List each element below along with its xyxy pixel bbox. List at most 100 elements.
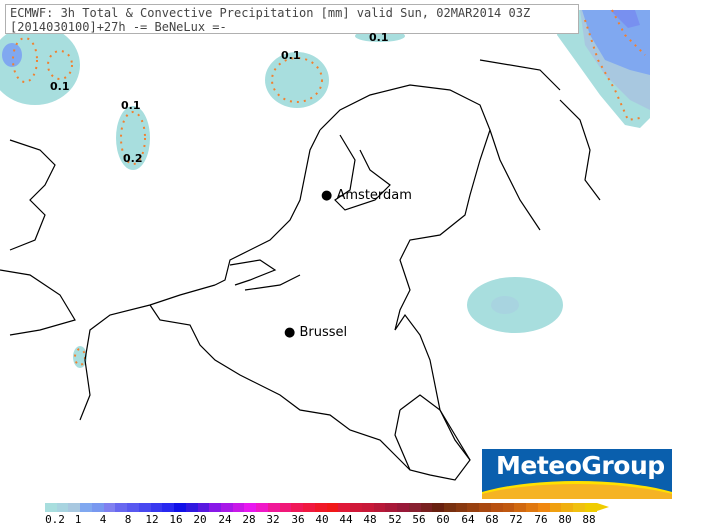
legend-swatch: [432, 503, 444, 512]
legend-swatch: [455, 503, 468, 512]
legend-swatch: [573, 503, 585, 512]
legend-label: 28: [242, 513, 256, 526]
legend-label: 64: [461, 513, 475, 526]
legend-swatch: [256, 503, 268, 512]
legend-label: 24: [218, 513, 232, 526]
legend-swatch: [537, 503, 550, 512]
contour-label: 0.1: [50, 80, 70, 93]
legend-swatch: [561, 503, 574, 512]
legend-swatch: [514, 503, 527, 512]
city-amsterdam: ● Amsterdam: [321, 188, 412, 203]
city-label: Amsterdam: [336, 188, 412, 203]
legend-swatch: [397, 503, 409, 512]
legend-label: 12: [145, 513, 159, 526]
legend-label: 48: [363, 513, 377, 526]
legend-label: 32: [266, 513, 280, 526]
legend-label: 16: [169, 513, 183, 526]
city-brussel: ● Brussel: [284, 325, 348, 340]
color-legend: 0.2 1 4 8 12 16 20 24 28 32 36 40 44 48 52 56 60 64 68 72 76…: [45, 503, 609, 526]
coastlines-borders: [0, 59, 601, 481]
precip-area-north: [265, 52, 329, 108]
germany-north-coast: [559, 99, 601, 201]
legend-swatch: [197, 503, 210, 512]
luxembourg-border: [394, 394, 471, 471]
legend-label: 52: [388, 513, 402, 526]
legend-swatch: [361, 503, 374, 512]
legend-label: 44: [339, 513, 353, 526]
legend-swatch: [91, 503, 104, 512]
legend-swatch: [479, 503, 491, 512]
precip-area-east-inner: [491, 296, 519, 314]
legend-label: 40: [315, 513, 329, 526]
legend-label: 20: [193, 513, 207, 526]
legend-swatch: [408, 503, 421, 512]
precip-area-nw2: [2, 43, 22, 67]
legend-swatch: [490, 503, 503, 512]
legend-swatch: [314, 503, 327, 512]
legend-swatch: [185, 503, 198, 512]
legend-label: 36: [291, 513, 305, 526]
england-coast: [0, 139, 76, 336]
precip-area-nw: [0, 25, 80, 105]
zeeland: [229, 259, 301, 291]
belgium-coast: [79, 284, 216, 421]
city-label: Brussel: [299, 325, 348, 340]
legend-arrow: [597, 503, 609, 511]
logo-sun-arc: [482, 481, 672, 499]
legend-label: 8: [124, 513, 132, 526]
legend-swatch: [244, 503, 257, 512]
legend-labels: 0.2 1 4 8 12 16 20 24 28 32 36 40 44 48 52 56 60 64 68 72 76…: [45, 512, 597, 526]
legend-swatch: [127, 503, 139, 512]
title-box: ECMWF: 3h Total & Convective Precipitati…: [5, 4, 579, 34]
legend-label: 1: [74, 513, 82, 526]
legend-label: 80: [558, 513, 572, 526]
legend-label: 4: [99, 513, 107, 526]
legend-label: 76: [534, 513, 548, 526]
legend-swatch: [162, 503, 175, 512]
legend-swatch: [502, 503, 515, 512]
legend-swatch: [420, 503, 433, 512]
legend-swatch: [584, 503, 597, 512]
legend-swatch: [68, 503, 81, 512]
legend-swatch: [115, 503, 128, 512]
germany-border: [479, 59, 561, 231]
contour-label: 0.1: [369, 31, 389, 44]
contour-label: 0.1: [281, 49, 301, 62]
legend-swatch: [80, 503, 92, 512]
legend-swatch: [326, 503, 339, 512]
legend-swatch: [279, 503, 292, 512]
legend-swatch: [209, 503, 222, 512]
legend-swatch: [232, 503, 245, 512]
legend-swatch: [221, 503, 233, 512]
meteogroup-logo: MeteoGroup: [482, 449, 672, 499]
precip-area-ne-dark: [610, 10, 640, 28]
legend-swatch: [56, 503, 69, 512]
legend-swatch: [549, 503, 562, 512]
legend-swatch: [526, 503, 538, 512]
legend-swatch: [103, 503, 116, 512]
legend-swatch: [373, 503, 386, 512]
legend-swatch: [138, 503, 151, 512]
legend-label: 0.2: [45, 513, 65, 526]
netherlands-west-coast: [214, 129, 321, 286]
netherlands-coast: [319, 84, 491, 331]
legend-swatch: [467, 503, 480, 512]
legend-swatch: [443, 503, 456, 512]
legend-label: 88: [582, 513, 596, 526]
contour-label: 0.1: [121, 99, 141, 112]
legend-swatch: [291, 503, 304, 512]
legend-color-bar: [45, 503, 597, 512]
legend-label: 68: [485, 513, 499, 526]
legend-swatch: [267, 503, 280, 512]
belgium-border: [149, 304, 471, 481]
legend-swatch: [303, 503, 315, 512]
legend-label: 60: [436, 513, 450, 526]
ijsselmeer: [334, 134, 391, 211]
legend-swatch: [338, 503, 351, 512]
legend-swatch: [45, 503, 57, 512]
logo-text: MeteoGroup: [496, 451, 665, 480]
legend-swatch: [385, 503, 398, 512]
legend-label: 56: [412, 513, 426, 526]
